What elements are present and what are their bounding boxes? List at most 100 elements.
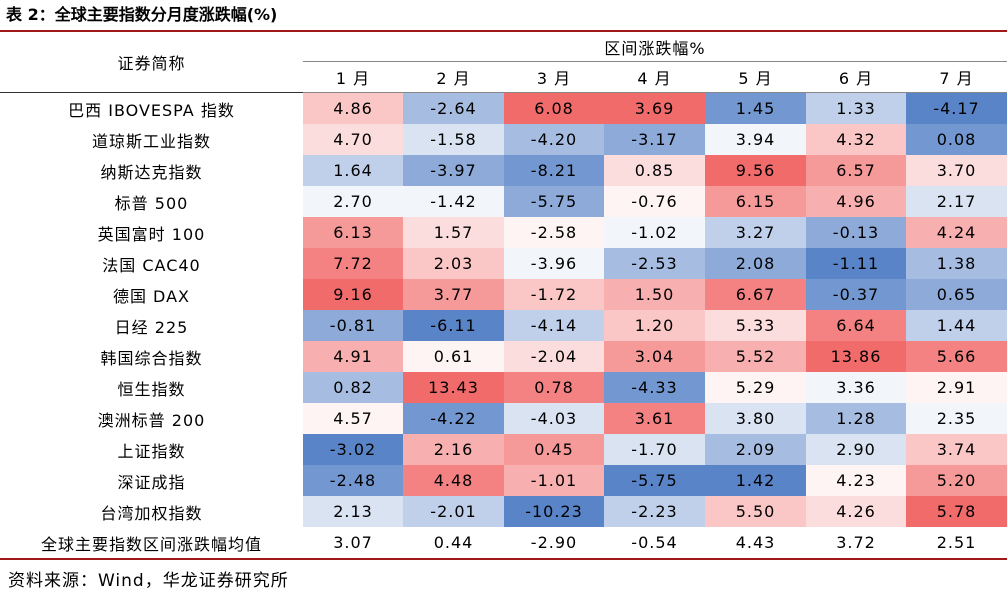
return-cell: 4.26 [806,496,906,527]
return-cell: 6.64 [806,310,906,341]
average-cell: 4.43 [705,527,806,560]
return-cell: 5.20 [906,465,1007,496]
return-cell: 13.86 [806,341,906,372]
table-row: 标普 500 2.70 -1.42 -5.75 -0.76 6.15 4.96 2.17 [0,186,1007,217]
source-note: 资料来源：Wind，华龙证券研究所 [8,571,289,591]
table-row: 日经 225 -0.81 -6.11 -4.14 1.20 5.33 6.64 1.44 [0,310,1007,341]
return-cell: 9.16 [303,279,403,310]
index-name: 上证指数 [117,441,186,461]
return-cell: 1.64 [303,155,403,186]
return-cell: 2.08 [705,248,806,279]
return-cell: 5.52 [705,341,806,372]
return-cell: -4.33 [604,372,705,403]
return-cell: -4.20 [504,124,604,155]
return-cell: -4.03 [504,403,604,434]
return-cell: 0.61 [403,341,504,372]
return-cell: -0.37 [806,279,906,310]
return-cell: -1.58 [403,124,504,155]
return-cell: -0.76 [604,186,705,217]
return-cell: 6.67 [705,279,806,310]
return-cell: 4.96 [806,186,906,217]
index-name: 德国 DAX [112,286,191,306]
month-header: 5 月 [705,61,806,93]
return-cell: 5.29 [705,372,806,403]
return-cell: 2.91 [906,372,1007,403]
return-cell: 4.24 [906,217,1007,248]
index-name: 英国富时 100 [97,224,206,244]
return-cell: 0.78 [504,372,604,403]
average-cell: 3.07 [303,527,403,560]
return-cell: 5.78 [906,496,1007,527]
return-cell: 1.57 [403,217,504,248]
return-cell: -1.70 [604,434,705,465]
return-cell: 2.13 [303,496,403,527]
return-cell: -8.21 [504,155,604,186]
return-cell: -2.53 [604,248,705,279]
range-return-header: 区间涨跌幅% [303,32,1007,62]
return-cell: -1.01 [504,465,604,496]
average-cell: -0.54 [604,527,705,560]
return-cell: 3.74 [906,434,1007,465]
average-row: 全球主要指数区间涨跌幅均值 3.07 0.44 -2.90 -0.54 4.43 3.72 2… [0,527,1007,560]
index-name: 韩国综合指数 [100,348,203,368]
return-cell: 4.70 [303,124,403,155]
return-cell: 3.77 [403,279,504,310]
return-cell: -2.04 [504,341,604,372]
average-cell: 2.51 [906,527,1007,560]
average-cell: -2.90 [504,527,604,560]
return-cell: 1.45 [705,92,806,124]
return-cell: 4.57 [303,403,403,434]
month-header: 7 月 [906,61,1007,93]
index-name: 台湾加权指数 [100,503,203,523]
return-cell: 2.17 [906,186,1007,217]
return-cell: -3.02 [303,434,403,465]
return-cell: 0.08 [906,124,1007,155]
return-cell: 1.28 [806,403,906,434]
return-cell: -2.23 [604,496,705,527]
return-cell: 5.66 [906,341,1007,372]
table-row: 德国 DAX 9.16 3.77 -1.72 1.50 6.67 -0.37 0.65 [0,279,1007,310]
return-cell: -4.17 [906,92,1007,124]
return-cell: 6.57 [806,155,906,186]
return-cell: 4.23 [806,465,906,496]
month-header: 6 月 [806,61,906,93]
index-name: 日经 225 [114,317,189,337]
return-cell: 4.48 [403,465,504,496]
return-cell: -1.42 [403,186,504,217]
table-row: 法国 CAC40 7.72 2.03 -3.96 -2.53 2.08 -1.11 1.38 [0,248,1007,279]
return-cell: 13.43 [403,372,504,403]
return-cell: 3.94 [705,124,806,155]
return-cell: 1.50 [604,279,705,310]
return-cell: 2.90 [806,434,906,465]
return-cell: -4.22 [403,403,504,434]
return-cell: 6.13 [303,217,403,248]
index-name: 标普 500 [114,193,189,213]
top-rule [0,30,1007,32]
return-cell: -1.11 [806,248,906,279]
index-name: 法国 CAC40 [102,255,201,275]
index-name: 道琼斯工业指数 [91,131,211,151]
table-row: 纳斯达克指数 1.64 -3.97 -8.21 0.85 9.56 6.57 3.70 [0,155,1007,186]
return-cell: -0.81 [303,310,403,341]
table-row: 恒生指数 0.82 13.43 0.78 -4.33 5.29 3.36 2.91 [0,372,1007,403]
return-cell: 1.44 [906,310,1007,341]
return-cell: -3.17 [604,124,705,155]
return-cell: -3.96 [504,248,604,279]
return-cell: 1.38 [906,248,1007,279]
return-cell: 3.80 [705,403,806,434]
return-cell: 3.70 [906,155,1007,186]
month-header: 4 月 [604,61,705,93]
table-row: 巴西 IBOVESPA 指数 4.86 -2.64 6.08 3.69 1.45 1.33-… [0,92,1007,124]
index-name: 深证成指 [117,472,186,492]
return-cell: 3.36 [806,372,906,403]
return-cell: -2.64 [403,92,504,124]
return-cell: -3.97 [403,155,504,186]
return-cell: 6.08 [504,92,604,124]
return-cell: 3.61 [604,403,705,434]
return-cell: 0.85 [604,155,705,186]
month-header: 3 月 [504,61,604,93]
index-name: 澳洲标普 200 [97,410,206,430]
return-cell: -2.48 [303,465,403,496]
return-cell: 4.86 [303,92,403,124]
